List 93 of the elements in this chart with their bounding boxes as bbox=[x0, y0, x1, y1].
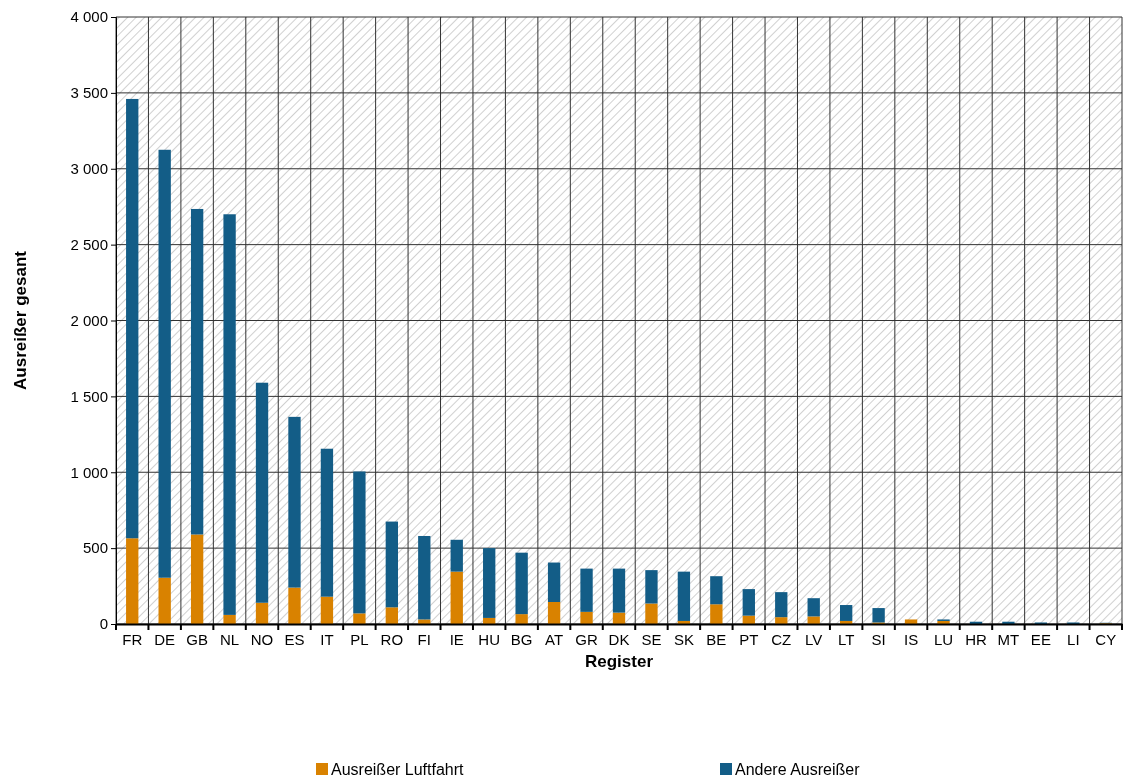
x-tick-label: GR bbox=[575, 630, 598, 648]
bar bbox=[385, 521, 398, 608]
bar bbox=[190, 534, 204, 624]
x-tick-label: IT bbox=[320, 630, 334, 648]
bar bbox=[320, 448, 334, 597]
bar bbox=[255, 602, 269, 624]
bar bbox=[775, 617, 788, 624]
bar bbox=[255, 382, 269, 603]
bar bbox=[645, 603, 658, 624]
y-tick-label: 1 000 bbox=[70, 463, 108, 481]
bar bbox=[158, 577, 171, 624]
x-tick-label: IS bbox=[903, 630, 919, 648]
bar bbox=[515, 552, 528, 615]
y-tick-label: 3 500 bbox=[70, 84, 108, 102]
x-tick-label: SE bbox=[641, 630, 662, 648]
y-tick-label: 500 bbox=[82, 539, 108, 557]
y-tick-label: 2 000 bbox=[70, 311, 108, 329]
x-tick-label: SK bbox=[673, 630, 694, 648]
y-tick-label: 2 500 bbox=[70, 235, 108, 253]
y-tick-label: 0 bbox=[99, 615, 108, 633]
x-tick-label: MT bbox=[997, 630, 1020, 648]
x-tick-label: CZ bbox=[771, 630, 792, 648]
bar bbox=[612, 612, 626, 624]
bar bbox=[742, 615, 755, 624]
bar bbox=[547, 602, 561, 624]
bar bbox=[483, 548, 496, 618]
x-tick-label: NL bbox=[219, 630, 240, 648]
bar bbox=[126, 538, 139, 624]
x-tick-label: FR bbox=[122, 630, 143, 648]
bar bbox=[872, 608, 885, 623]
x-tick-label: LT bbox=[837, 630, 855, 648]
y-tick-label: 3 000 bbox=[70, 160, 108, 178]
legend-label: Ausreißer Luftfahrt bbox=[331, 761, 465, 778]
x-tick-label: LI bbox=[1067, 630, 1080, 648]
bar bbox=[677, 571, 691, 621]
x-tick-label: AT bbox=[545, 630, 564, 648]
bar bbox=[580, 568, 593, 612]
bar bbox=[904, 619, 918, 624]
x-tick-label: BG bbox=[510, 630, 533, 648]
y-axis-title: Ausreißer gesant bbox=[11, 250, 30, 390]
x-tick-label: ES bbox=[284, 630, 305, 648]
bar bbox=[288, 416, 301, 588]
bar bbox=[158, 149, 171, 578]
x-tick-label: DK bbox=[608, 630, 630, 648]
bar bbox=[742, 589, 755, 616]
bar bbox=[645, 570, 658, 604]
bar bbox=[418, 619, 431, 624]
bar bbox=[190, 208, 204, 535]
x-tick-label: SI bbox=[871, 630, 886, 648]
x-tick-label: FI bbox=[417, 630, 431, 648]
bar bbox=[353, 471, 366, 614]
bar bbox=[677, 620, 691, 624]
bar bbox=[450, 571, 463, 624]
bar bbox=[288, 587, 301, 624]
x-tick-label: PL bbox=[350, 630, 369, 648]
x-tick-label: IE bbox=[449, 630, 464, 648]
x-tick-label: PT bbox=[739, 630, 759, 648]
y-tick-label: 1 500 bbox=[70, 387, 108, 405]
bar bbox=[320, 596, 334, 624]
legend-label: Andere Ausreißer bbox=[735, 761, 861, 778]
bar bbox=[483, 617, 496, 624]
bar bbox=[1002, 621, 1015, 624]
bar bbox=[710, 604, 723, 624]
x-tick-label: EE bbox=[1030, 630, 1051, 648]
bar bbox=[547, 562, 561, 602]
x-tick-label: LU bbox=[933, 630, 954, 648]
bar bbox=[580, 611, 593, 624]
y-tick-label: 4 000 bbox=[70, 8, 108, 26]
bar bbox=[840, 605, 853, 621]
bar bbox=[612, 568, 626, 613]
x-tick-label: LV bbox=[805, 630, 823, 648]
bar bbox=[450, 539, 463, 572]
x-tick-label: BE bbox=[706, 630, 727, 648]
bar bbox=[353, 613, 366, 624]
bar bbox=[807, 598, 820, 617]
bar bbox=[775, 592, 788, 618]
bar bbox=[126, 98, 139, 539]
bar bbox=[223, 214, 236, 615]
bar bbox=[418, 535, 431, 620]
bar bbox=[223, 614, 236, 624]
x-tick-label: GB bbox=[186, 630, 208, 648]
bar bbox=[807, 616, 820, 624]
x-axis-title: Register bbox=[584, 652, 654, 671]
x-tick-label: CY bbox=[1095, 630, 1117, 648]
x-tick-label: HR bbox=[965, 630, 987, 648]
x-tick-label: RO bbox=[380, 630, 404, 648]
bar bbox=[710, 576, 723, 605]
bar bbox=[385, 607, 398, 624]
bar bbox=[515, 614, 528, 624]
x-tick-label: NO bbox=[250, 630, 274, 648]
x-tick-label: HU bbox=[478, 630, 501, 648]
x-tick-label: DE bbox=[154, 630, 176, 648]
bar bbox=[840, 620, 853, 624]
